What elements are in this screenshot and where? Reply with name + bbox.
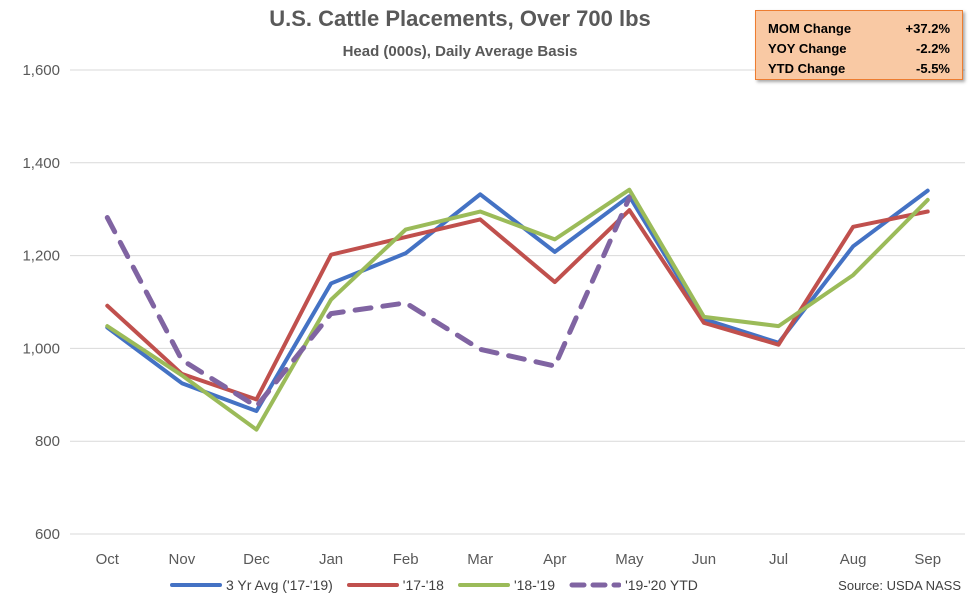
y-tick-label: 1,400 [22,155,60,172]
stat-label: YTD Change [768,61,846,76]
x-tick-label: Sep [914,551,941,568]
x-tick-label: Oct [96,551,120,568]
legend-swatch [457,583,510,587]
legend-item-19-20-ytd: '19-'20 YTD [569,577,698,593]
stat-row-ytd: YTD Change -5.5% [768,59,950,79]
x-tick-label: May [615,551,644,568]
stat-row-yoy: YOY Change -2.2% [768,39,950,59]
x-tick-label: Feb [393,551,419,568]
y-tick-label: 1,000 [22,340,60,357]
stat-value: +37.2% [905,21,950,36]
series-line [105,187,930,432]
series-line [104,195,632,409]
legend-swatch [346,583,399,587]
legend-item-18-19: '18-'19 [457,577,556,593]
x-tick-label: Apr [543,551,566,568]
source-note: Source: USDA NASS [838,578,961,593]
legend-label: 3 Yr Avg ('17-'19) [226,577,333,593]
series-lines [104,187,930,432]
y-tick-label: 1,200 [22,248,60,265]
stat-label: YOY Change [768,41,847,56]
x-tick-label: Jul [769,551,788,568]
x-tick-label: Aug [840,551,867,568]
stat-label: MOM Change [768,21,852,36]
y-tick-label: 800 [35,433,60,450]
legend-label: '18-'19 [513,577,556,593]
axes: 600 800 1,000 1,200 1,400 1,600 Oct Nov Dec Jan Fe… [22,62,941,568]
legend-label: '17-'18 [402,577,444,593]
chart-subtitle: Head (000s), Daily Average Basis [342,43,578,60]
stats-box: MOM Change +37.2% YOY Change -2.2% YTD C… [755,10,963,80]
x-tick-label: Jun [692,551,716,568]
chart-title: U.S. Cattle Placements, Over 700 lbs [269,6,651,31]
x-tick-label: Dec [243,551,270,568]
stat-value: -5.5% [916,61,950,76]
x-tick-label: Nov [169,551,196,568]
x-tick-label: Jan [319,551,343,568]
legend-swatch [569,582,622,588]
legend-label: '19-'20 YTD [625,577,698,593]
series-line [105,208,930,402]
legend-item-3yr-avg: 3 Yr Avg ('17-'19) [170,577,333,593]
y-tick-label: 600 [35,526,60,543]
legend-swatch [170,583,222,587]
y-tick-label: 1,600 [22,62,60,79]
legend-item-17-18: '17-'18 [346,577,444,593]
gridlines [70,69,965,535]
stat-value: -2.2% [916,41,950,56]
stat-row-mom: MOM Change +37.2% [768,19,950,39]
x-tick-label: Mar [467,551,493,568]
chart-legend: 3 Yr Avg ('17-'19) '17-'18 '18-'19 '19-'… [170,575,712,595]
